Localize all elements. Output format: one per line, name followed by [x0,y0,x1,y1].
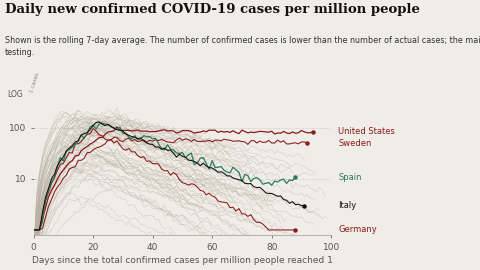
Text: Shown is the rolling 7-day average. The number of confirmed cases is lower than : Shown is the rolling 7-day average. The … [5,36,480,56]
Text: Italy: Italy [338,201,357,210]
Text: Spain: Spain [338,173,362,181]
Text: United States: United States [338,127,395,136]
Text: 1 cases: 1 cases [29,72,41,93]
Text: Daily new confirmed COVID-19 cases per million people: Daily new confirmed COVID-19 cases per m… [5,3,420,16]
Text: Germany: Germany [338,225,377,234]
Text: LOG: LOG [7,90,23,99]
Text: Sweden: Sweden [338,139,372,148]
X-axis label: Days since the total confirmed cases per million people reached 1: Days since the total confirmed cases per… [32,256,333,265]
